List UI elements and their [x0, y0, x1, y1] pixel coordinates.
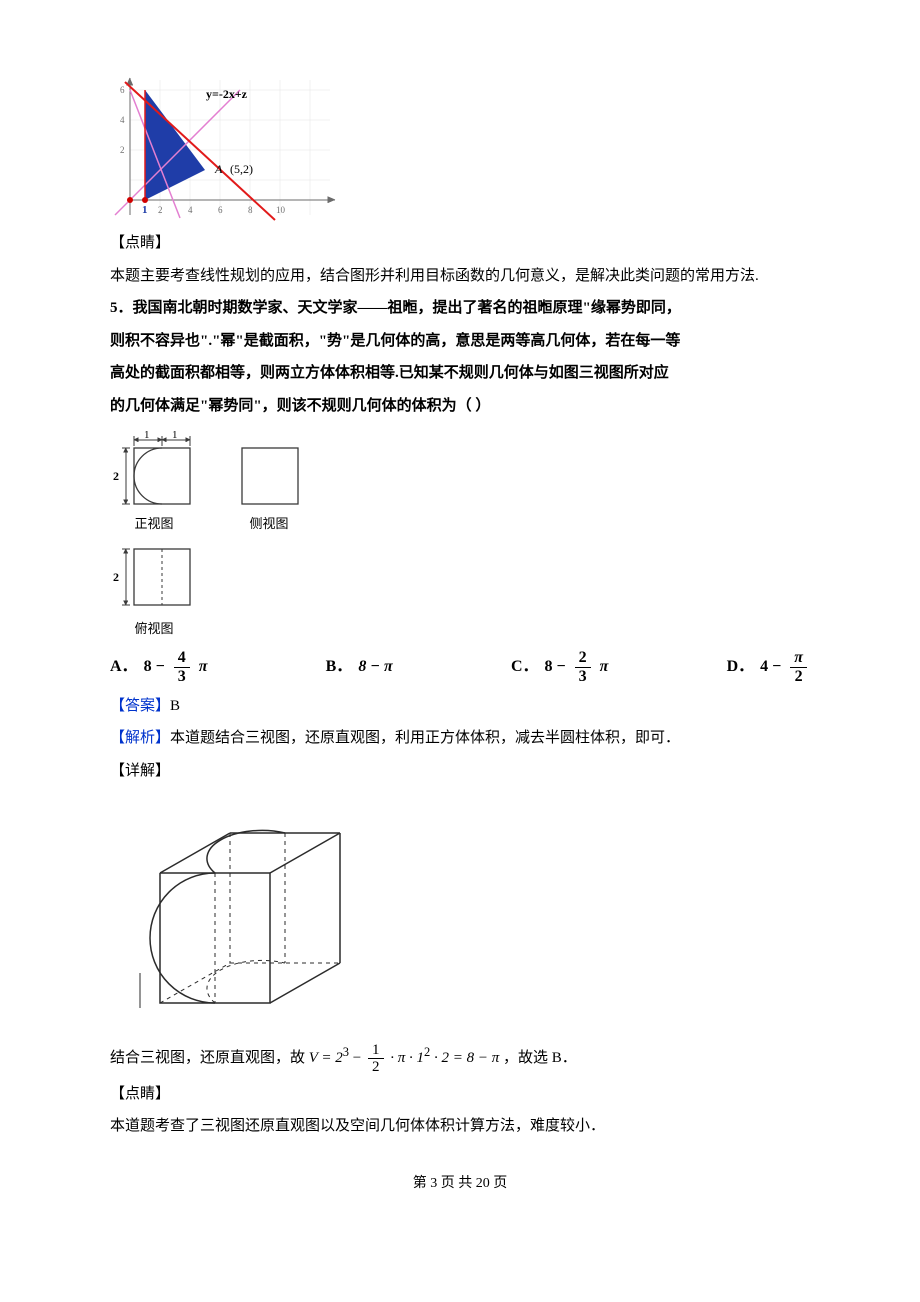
dim-2a: 2	[113, 469, 119, 483]
point-a-coords: (5,2)	[230, 162, 253, 176]
lp-graph: A (5,2) y=-2x+z 6 4 2 2 4 6 8 10 1	[110, 70, 810, 225]
answer-label: 【答案】	[110, 698, 170, 714]
dim-1a: 1	[144, 430, 150, 441]
jiexi-label: 【解析】	[110, 730, 170, 746]
option-d: D． 4 − π2	[727, 649, 810, 685]
dianjing-label-1: 【点睛】	[110, 229, 810, 258]
jiexi-text: 本道题结合三视图，还原直观图，利用正方体体积，减去半圆柱体积，即可．	[170, 730, 680, 746]
three-views-row-1: 1 1 2 正视图 侧视图	[110, 430, 810, 537]
q5-body-1: 5．我国南北朝时期数学家、天文学家——祖暅，提出了著名的祖暅原理"缘幂势即同，	[110, 294, 810, 323]
svg-text:4: 4	[120, 115, 125, 125]
top-view-caption: 俯视图	[134, 617, 173, 642]
side-view-caption: 侧视图	[249, 512, 288, 537]
svg-text:2: 2	[120, 145, 125, 155]
three-views-row-2: 2 俯视图	[110, 541, 810, 642]
front-view-block: 1 1 2 正视图	[110, 430, 198, 537]
fig-3d	[120, 813, 810, 1023]
q5-body-3: 高处的截面积都相等，则两立方体体积相等.已知某不规则几何体与如图三视图所对应	[110, 359, 810, 388]
jiexi-line: 【解析】本道题结合三视图，还原直观图，利用正方体体积，减去半圆柱体积，即可．	[110, 724, 810, 753]
front-view-svg: 1 1 2	[110, 430, 198, 510]
svg-text:6: 6	[120, 85, 125, 95]
answer-line: 【答案】B	[110, 692, 810, 721]
svg-text:6: 6	[218, 205, 223, 215]
line-eq-label: y=-2x+z	[206, 87, 248, 101]
dim-2b: 2	[113, 570, 119, 584]
dianjing-label-2: 【点睛】	[110, 1080, 810, 1109]
conclusion-line: 结合三视图，还原直观图，故 V = 23 − 12 · π · 12 · 2 =…	[110, 1041, 810, 1076]
option-c: C． 8 − 23 π	[511, 649, 608, 685]
top-view-svg: 2	[110, 541, 198, 615]
svg-text:4: 4	[188, 205, 193, 215]
front-view-caption: 正视图	[134, 512, 173, 537]
q5-body-2: 则积不容异也"."幂"是截面积，"势"是几何体的高，意思是两等高几何体，若在每一…	[110, 327, 810, 356]
side-view-svg	[234, 430, 304, 510]
svg-text:2: 2	[158, 205, 163, 215]
dianjing-text-1: 本题主要考查线性规划的应用，结合图形并利用目标函数的几何意义，是解决此类问题的常…	[110, 262, 810, 291]
options-row: A． 8 − 43 π B． 8 − π C． 8 − 23 π D． 4 − …	[110, 649, 810, 685]
xiangjie-label: 【详解】	[110, 757, 810, 786]
svg-text:10: 10	[276, 205, 286, 215]
q5-body-4: 的几何体满足"幂势同"，则该不规则几何体的体积为（ ）	[110, 392, 810, 421]
svg-text:8: 8	[248, 205, 253, 215]
answer-value: B	[170, 698, 180, 714]
tick-1: 1	[142, 204, 148, 216]
option-b: B． 8 − π	[326, 649, 393, 685]
svg-text:A: A	[214, 162, 223, 176]
dim-1b: 1	[172, 430, 178, 441]
dianjing-text-2: 本道题考查了三视图还原直观图以及空间几何体体积计算方法，难度较小．	[110, 1112, 810, 1141]
q5-number: 5．	[110, 300, 133, 316]
page-footer: 第 3 页 共 20 页	[110, 1171, 810, 1198]
side-view-block: 侧视图	[234, 430, 304, 537]
option-a: A． 8 − 43 π	[110, 649, 207, 685]
top-view-block: 2 俯视图	[110, 541, 198, 642]
